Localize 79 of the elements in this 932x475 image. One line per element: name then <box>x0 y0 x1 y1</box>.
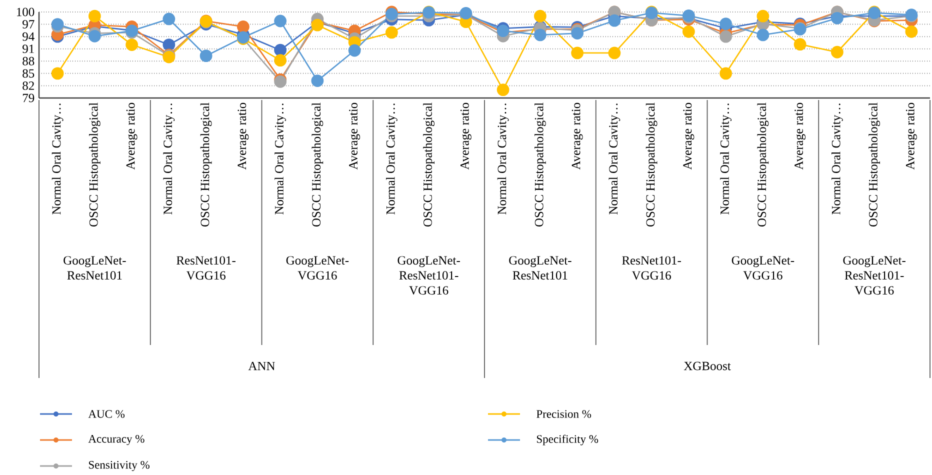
x-tick-label: Average ratio <box>683 102 694 170</box>
point <box>720 67 732 80</box>
x-tick-label: OSCC Histopathological <box>646 102 658 226</box>
y-tick-label: 88 <box>22 56 34 66</box>
point <box>756 10 770 22</box>
x-tick-label: Normal Oral Cavity… <box>720 104 732 214</box>
point <box>905 25 918 38</box>
y-tick-label: 97 <box>22 20 34 28</box>
text: GoogLeNet-ResNet101-VGG16 <box>843 256 906 295</box>
x-tick-label: OSCC Histopathological <box>89 102 100 226</box>
text: ANN <box>248 362 275 370</box>
point <box>756 28 770 42</box>
x-tick-label: Average ratio <box>238 102 249 170</box>
text: GoogLeNet-ResNet101-VGG16 <box>398 256 460 295</box>
x-tick-label: Normal Oral Cavity… <box>386 104 398 214</box>
point <box>162 12 176 26</box>
y-tick-label: 85 <box>22 69 34 78</box>
legend-label: Sensitivity % <box>88 460 150 472</box>
point <box>126 38 138 51</box>
point <box>720 18 732 30</box>
point <box>682 25 695 38</box>
point <box>496 84 510 96</box>
x-tick-label: OSCC Histopathological <box>200 102 212 226</box>
x-tick-label: Average ratio <box>794 102 806 170</box>
y-tick-label: 82 <box>22 82 34 90</box>
text: GoogLeNet-VGG16 <box>732 256 794 280</box>
point <box>200 50 212 62</box>
x-tick-label: Normal Oral Cavity… <box>274 104 286 214</box>
x-tick-label: OSCC Histopathological <box>312 102 324 226</box>
point <box>274 44 287 56</box>
text: ResNet101-VGG16 <box>622 256 681 280</box>
point <box>274 14 287 28</box>
point <box>534 28 546 42</box>
point <box>571 27 584 40</box>
x-tick-label: Average ratio <box>460 102 472 170</box>
point <box>720 30 732 43</box>
point <box>571 46 584 60</box>
point <box>311 74 324 87</box>
point <box>830 46 844 58</box>
point <box>162 38 176 51</box>
y-tick-label: 94 <box>22 32 34 41</box>
point <box>88 10 101 22</box>
x-tick-label: Normal Oral Cavity… <box>608 104 620 214</box>
x-tick-label: Normal Oral Cavity… <box>163 104 175 214</box>
point <box>51 18 64 30</box>
x-tick-label: Normal Oral Cavity… <box>52 104 64 214</box>
x-tick-label: OSCC Histopathological <box>757 102 769 226</box>
point <box>794 38 806 51</box>
y-tick-label: 79 <box>22 94 34 102</box>
point <box>348 44 361 57</box>
y-tick-label: 100 <box>16 8 34 16</box>
x-tick-label: OSCC Histopathological <box>868 102 880 226</box>
point <box>51 67 64 80</box>
legend-label: AUC % <box>88 410 125 418</box>
x-tick-label: Average ratio <box>572 102 583 170</box>
point <box>608 46 621 60</box>
x-tick-label: Average ratio <box>126 102 138 170</box>
point <box>385 26 398 39</box>
point <box>88 30 101 42</box>
point <box>236 20 250 33</box>
text: XGBoost <box>684 362 731 370</box>
y-tick-label: 91 <box>22 44 34 54</box>
point <box>608 14 621 27</box>
text: ResNet101-VGG16 <box>176 256 236 280</box>
point <box>274 54 287 67</box>
x-tick-label: Average ratio <box>349 102 360 170</box>
legend-label: Precision % <box>536 410 592 418</box>
x-tick-label: Normal Oral Cavity… <box>832 104 843 214</box>
point <box>311 18 324 32</box>
legend-label: Accuracy % <box>88 434 144 446</box>
x-tick-label: OSCC Histopathological <box>534 102 546 226</box>
x-tick-label: OSCC Histopathological <box>423 102 434 226</box>
point <box>534 10 546 22</box>
x-tick-label: Normal Oral Cavity… <box>497 104 509 214</box>
text: GoogLeNet-ResNet101 <box>64 256 126 280</box>
x-tick-label: Average ratio <box>906 102 917 170</box>
text: GoogLeNet-ResNet101 <box>509 256 572 280</box>
legend-label: Specificity % <box>536 434 598 446</box>
text: GoogLeNet-VGG16 <box>286 256 349 280</box>
